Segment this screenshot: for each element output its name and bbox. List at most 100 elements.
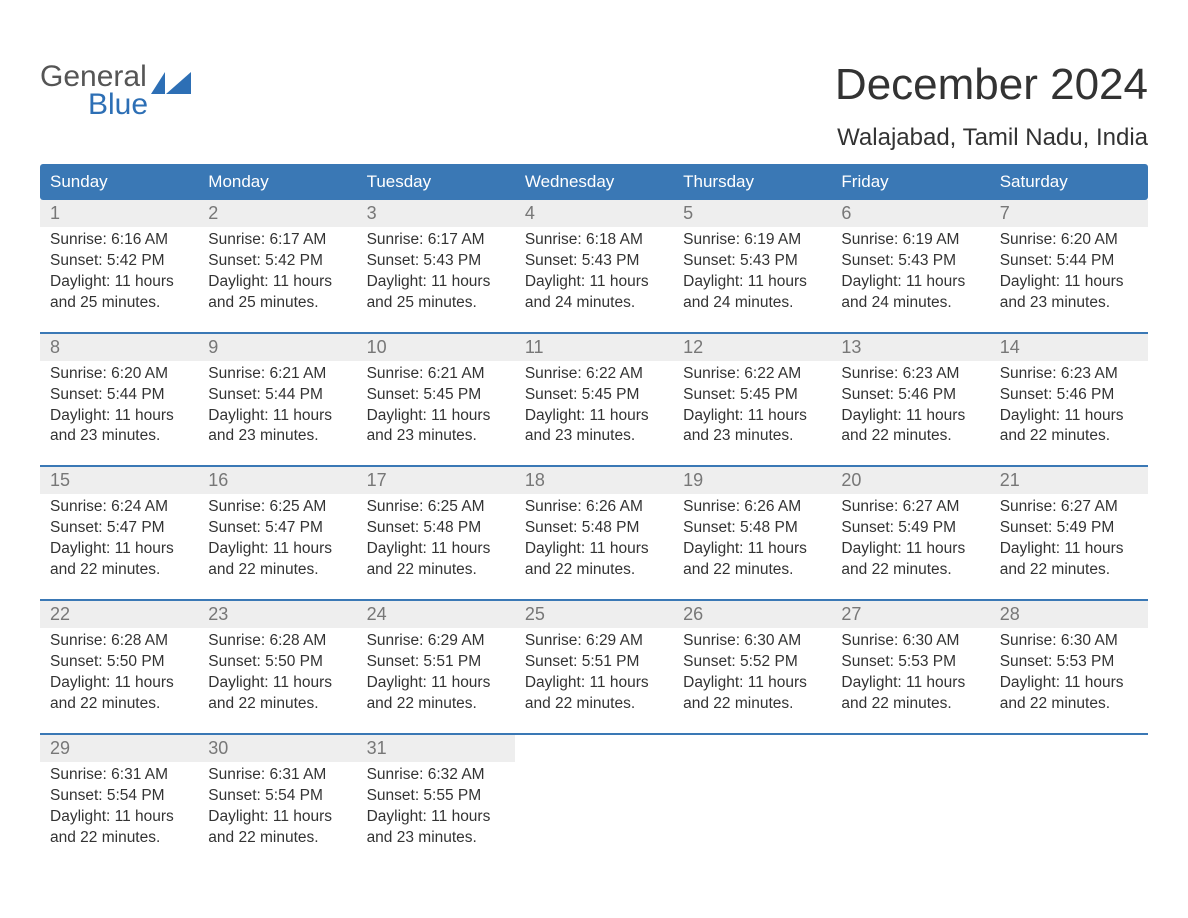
sunrise-line: Sunrise: 6:29 AM — [367, 631, 505, 652]
day-cell: 30Sunrise: 6:31 AMSunset: 5:54 PMDayligh… — [198, 735, 356, 867]
day-cell — [831, 735, 989, 867]
day-number: 28 — [990, 601, 1148, 628]
day-cell: 20Sunrise: 6:27 AMSunset: 5:49 PMDayligh… — [831, 467, 989, 599]
daylight-line: Daylight: 11 hours and 22 minutes. — [1000, 406, 1138, 448]
day-cell — [673, 735, 831, 867]
day-data: Sunrise: 6:31 AMSunset: 5:54 PMDaylight:… — [40, 762, 198, 849]
sunset-line: Sunset: 5:51 PM — [367, 652, 505, 673]
day-cell: 15Sunrise: 6:24 AMSunset: 5:47 PMDayligh… — [40, 467, 198, 599]
day-number: 14 — [990, 334, 1148, 361]
sunset-line: Sunset: 5:46 PM — [1000, 385, 1138, 406]
day-data: Sunrise: 6:26 AMSunset: 5:48 PMDaylight:… — [673, 494, 831, 581]
day-number: 22 — [40, 601, 198, 628]
daylight-line: Daylight: 11 hours and 23 minutes. — [208, 406, 346, 448]
sunrise-line: Sunrise: 6:22 AM — [683, 364, 821, 385]
day-cell: 6Sunrise: 6:19 AMSunset: 5:43 PMDaylight… — [831, 200, 989, 332]
sunrise-line: Sunrise: 6:28 AM — [208, 631, 346, 652]
daylight-line: Daylight: 11 hours and 22 minutes. — [841, 406, 979, 448]
day-number: 31 — [357, 735, 515, 762]
daylight-line: Daylight: 11 hours and 22 minutes. — [683, 539, 821, 581]
sunrise-line: Sunrise: 6:31 AM — [50, 765, 188, 786]
day-cell: 16Sunrise: 6:25 AMSunset: 5:47 PMDayligh… — [198, 467, 356, 599]
day-number: 25 — [515, 601, 673, 628]
sunset-line: Sunset: 5:49 PM — [1000, 518, 1138, 539]
day-number: 7 — [990, 200, 1148, 227]
sunrise-line: Sunrise: 6:17 AM — [367, 230, 505, 251]
brand-logo: General Blue — [40, 60, 191, 122]
sunrise-line: Sunrise: 6:20 AM — [1000, 230, 1138, 251]
day-data: Sunrise: 6:21 AMSunset: 5:44 PMDaylight:… — [198, 361, 356, 448]
sunset-line: Sunset: 5:44 PM — [50, 385, 188, 406]
daylight-line: Daylight: 11 hours and 22 minutes. — [208, 807, 346, 849]
day-cell: 27Sunrise: 6:30 AMSunset: 5:53 PMDayligh… — [831, 601, 989, 733]
daylight-line: Daylight: 11 hours and 25 minutes. — [367, 272, 505, 314]
weekday-label: Thursday — [673, 164, 831, 200]
day-cell: 21Sunrise: 6:27 AMSunset: 5:49 PMDayligh… — [990, 467, 1148, 599]
sunset-line: Sunset: 5:43 PM — [683, 251, 821, 272]
week-row: 15Sunrise: 6:24 AMSunset: 5:47 PMDayligh… — [40, 465, 1148, 599]
daylight-line: Daylight: 11 hours and 22 minutes. — [50, 807, 188, 849]
day-number: 27 — [831, 601, 989, 628]
sunrise-line: Sunrise: 6:21 AM — [208, 364, 346, 385]
day-data: Sunrise: 6:22 AMSunset: 5:45 PMDaylight:… — [515, 361, 673, 448]
day-number: 8 — [40, 334, 198, 361]
sunrise-line: Sunrise: 6:23 AM — [841, 364, 979, 385]
daylight-line: Daylight: 11 hours and 22 minutes. — [683, 673, 821, 715]
weekday-label: Tuesday — [357, 164, 515, 200]
day-data: Sunrise: 6:31 AMSunset: 5:54 PMDaylight:… — [198, 762, 356, 849]
daylight-line: Daylight: 11 hours and 25 minutes. — [50, 272, 188, 314]
day-data: Sunrise: 6:23 AMSunset: 5:46 PMDaylight:… — [990, 361, 1148, 448]
sunrise-line: Sunrise: 6:31 AM — [208, 765, 346, 786]
sunrise-line: Sunrise: 6:26 AM — [683, 497, 821, 518]
sunset-line: Sunset: 5:43 PM — [367, 251, 505, 272]
sunset-line: Sunset: 5:42 PM — [50, 251, 188, 272]
sunset-line: Sunset: 5:42 PM — [208, 251, 346, 272]
day-number: 19 — [673, 467, 831, 494]
sunrise-line: Sunrise: 6:27 AM — [1000, 497, 1138, 518]
sunset-line: Sunset: 5:53 PM — [1000, 652, 1138, 673]
daylight-line: Daylight: 11 hours and 23 minutes. — [367, 807, 505, 849]
day-number: 11 — [515, 334, 673, 361]
day-cell: 26Sunrise: 6:30 AMSunset: 5:52 PMDayligh… — [673, 601, 831, 733]
day-data: Sunrise: 6:19 AMSunset: 5:43 PMDaylight:… — [673, 227, 831, 314]
sunset-line: Sunset: 5:46 PM — [841, 385, 979, 406]
daylight-line: Daylight: 11 hours and 22 minutes. — [50, 673, 188, 715]
day-cell: 29Sunrise: 6:31 AMSunset: 5:54 PMDayligh… — [40, 735, 198, 867]
day-data: Sunrise: 6:30 AMSunset: 5:53 PMDaylight:… — [831, 628, 989, 715]
title-block: December 2024 Walajabad, Tamil Nadu, Ind… — [835, 60, 1148, 152]
sunset-line: Sunset: 5:55 PM — [367, 786, 505, 807]
daylight-line: Daylight: 11 hours and 22 minutes. — [367, 673, 505, 715]
day-data: Sunrise: 6:29 AMSunset: 5:51 PMDaylight:… — [357, 628, 515, 715]
day-number: 24 — [357, 601, 515, 628]
day-cell: 22Sunrise: 6:28 AMSunset: 5:50 PMDayligh… — [40, 601, 198, 733]
sunrise-line: Sunrise: 6:20 AM — [50, 364, 188, 385]
daylight-line: Daylight: 11 hours and 22 minutes. — [525, 673, 663, 715]
sunrise-line: Sunrise: 6:23 AM — [1000, 364, 1138, 385]
daylight-line: Daylight: 11 hours and 22 minutes. — [1000, 539, 1138, 581]
sunset-line: Sunset: 5:45 PM — [683, 385, 821, 406]
day-data: Sunrise: 6:27 AMSunset: 5:49 PMDaylight:… — [831, 494, 989, 581]
daylight-line: Daylight: 11 hours and 24 minutes. — [525, 272, 663, 314]
day-cell: 11Sunrise: 6:22 AMSunset: 5:45 PMDayligh… — [515, 334, 673, 466]
sunset-line: Sunset: 5:48 PM — [525, 518, 663, 539]
day-cell: 9Sunrise: 6:21 AMSunset: 5:44 PMDaylight… — [198, 334, 356, 466]
day-number: 23 — [198, 601, 356, 628]
daylight-line: Daylight: 11 hours and 23 minutes. — [525, 406, 663, 448]
day-cell: 19Sunrise: 6:26 AMSunset: 5:48 PMDayligh… — [673, 467, 831, 599]
day-data: Sunrise: 6:19 AMSunset: 5:43 PMDaylight:… — [831, 227, 989, 314]
day-data: Sunrise: 6:32 AMSunset: 5:55 PMDaylight:… — [357, 762, 515, 849]
week-row: 29Sunrise: 6:31 AMSunset: 5:54 PMDayligh… — [40, 733, 1148, 867]
day-number: 13 — [831, 334, 989, 361]
day-cell: 25Sunrise: 6:29 AMSunset: 5:51 PMDayligh… — [515, 601, 673, 733]
day-data: Sunrise: 6:22 AMSunset: 5:45 PMDaylight:… — [673, 361, 831, 448]
week-row: 1Sunrise: 6:16 AMSunset: 5:42 PMDaylight… — [40, 200, 1148, 332]
day-cell: 23Sunrise: 6:28 AMSunset: 5:50 PMDayligh… — [198, 601, 356, 733]
day-number: 30 — [198, 735, 356, 762]
sunset-line: Sunset: 5:44 PM — [208, 385, 346, 406]
day-cell: 31Sunrise: 6:32 AMSunset: 5:55 PMDayligh… — [357, 735, 515, 867]
day-cell: 18Sunrise: 6:26 AMSunset: 5:48 PMDayligh… — [515, 467, 673, 599]
sunrise-line: Sunrise: 6:27 AM — [841, 497, 979, 518]
sunrise-line: Sunrise: 6:24 AM — [50, 497, 188, 518]
sunrise-line: Sunrise: 6:19 AM — [683, 230, 821, 251]
daylight-line: Daylight: 11 hours and 25 minutes. — [208, 272, 346, 314]
